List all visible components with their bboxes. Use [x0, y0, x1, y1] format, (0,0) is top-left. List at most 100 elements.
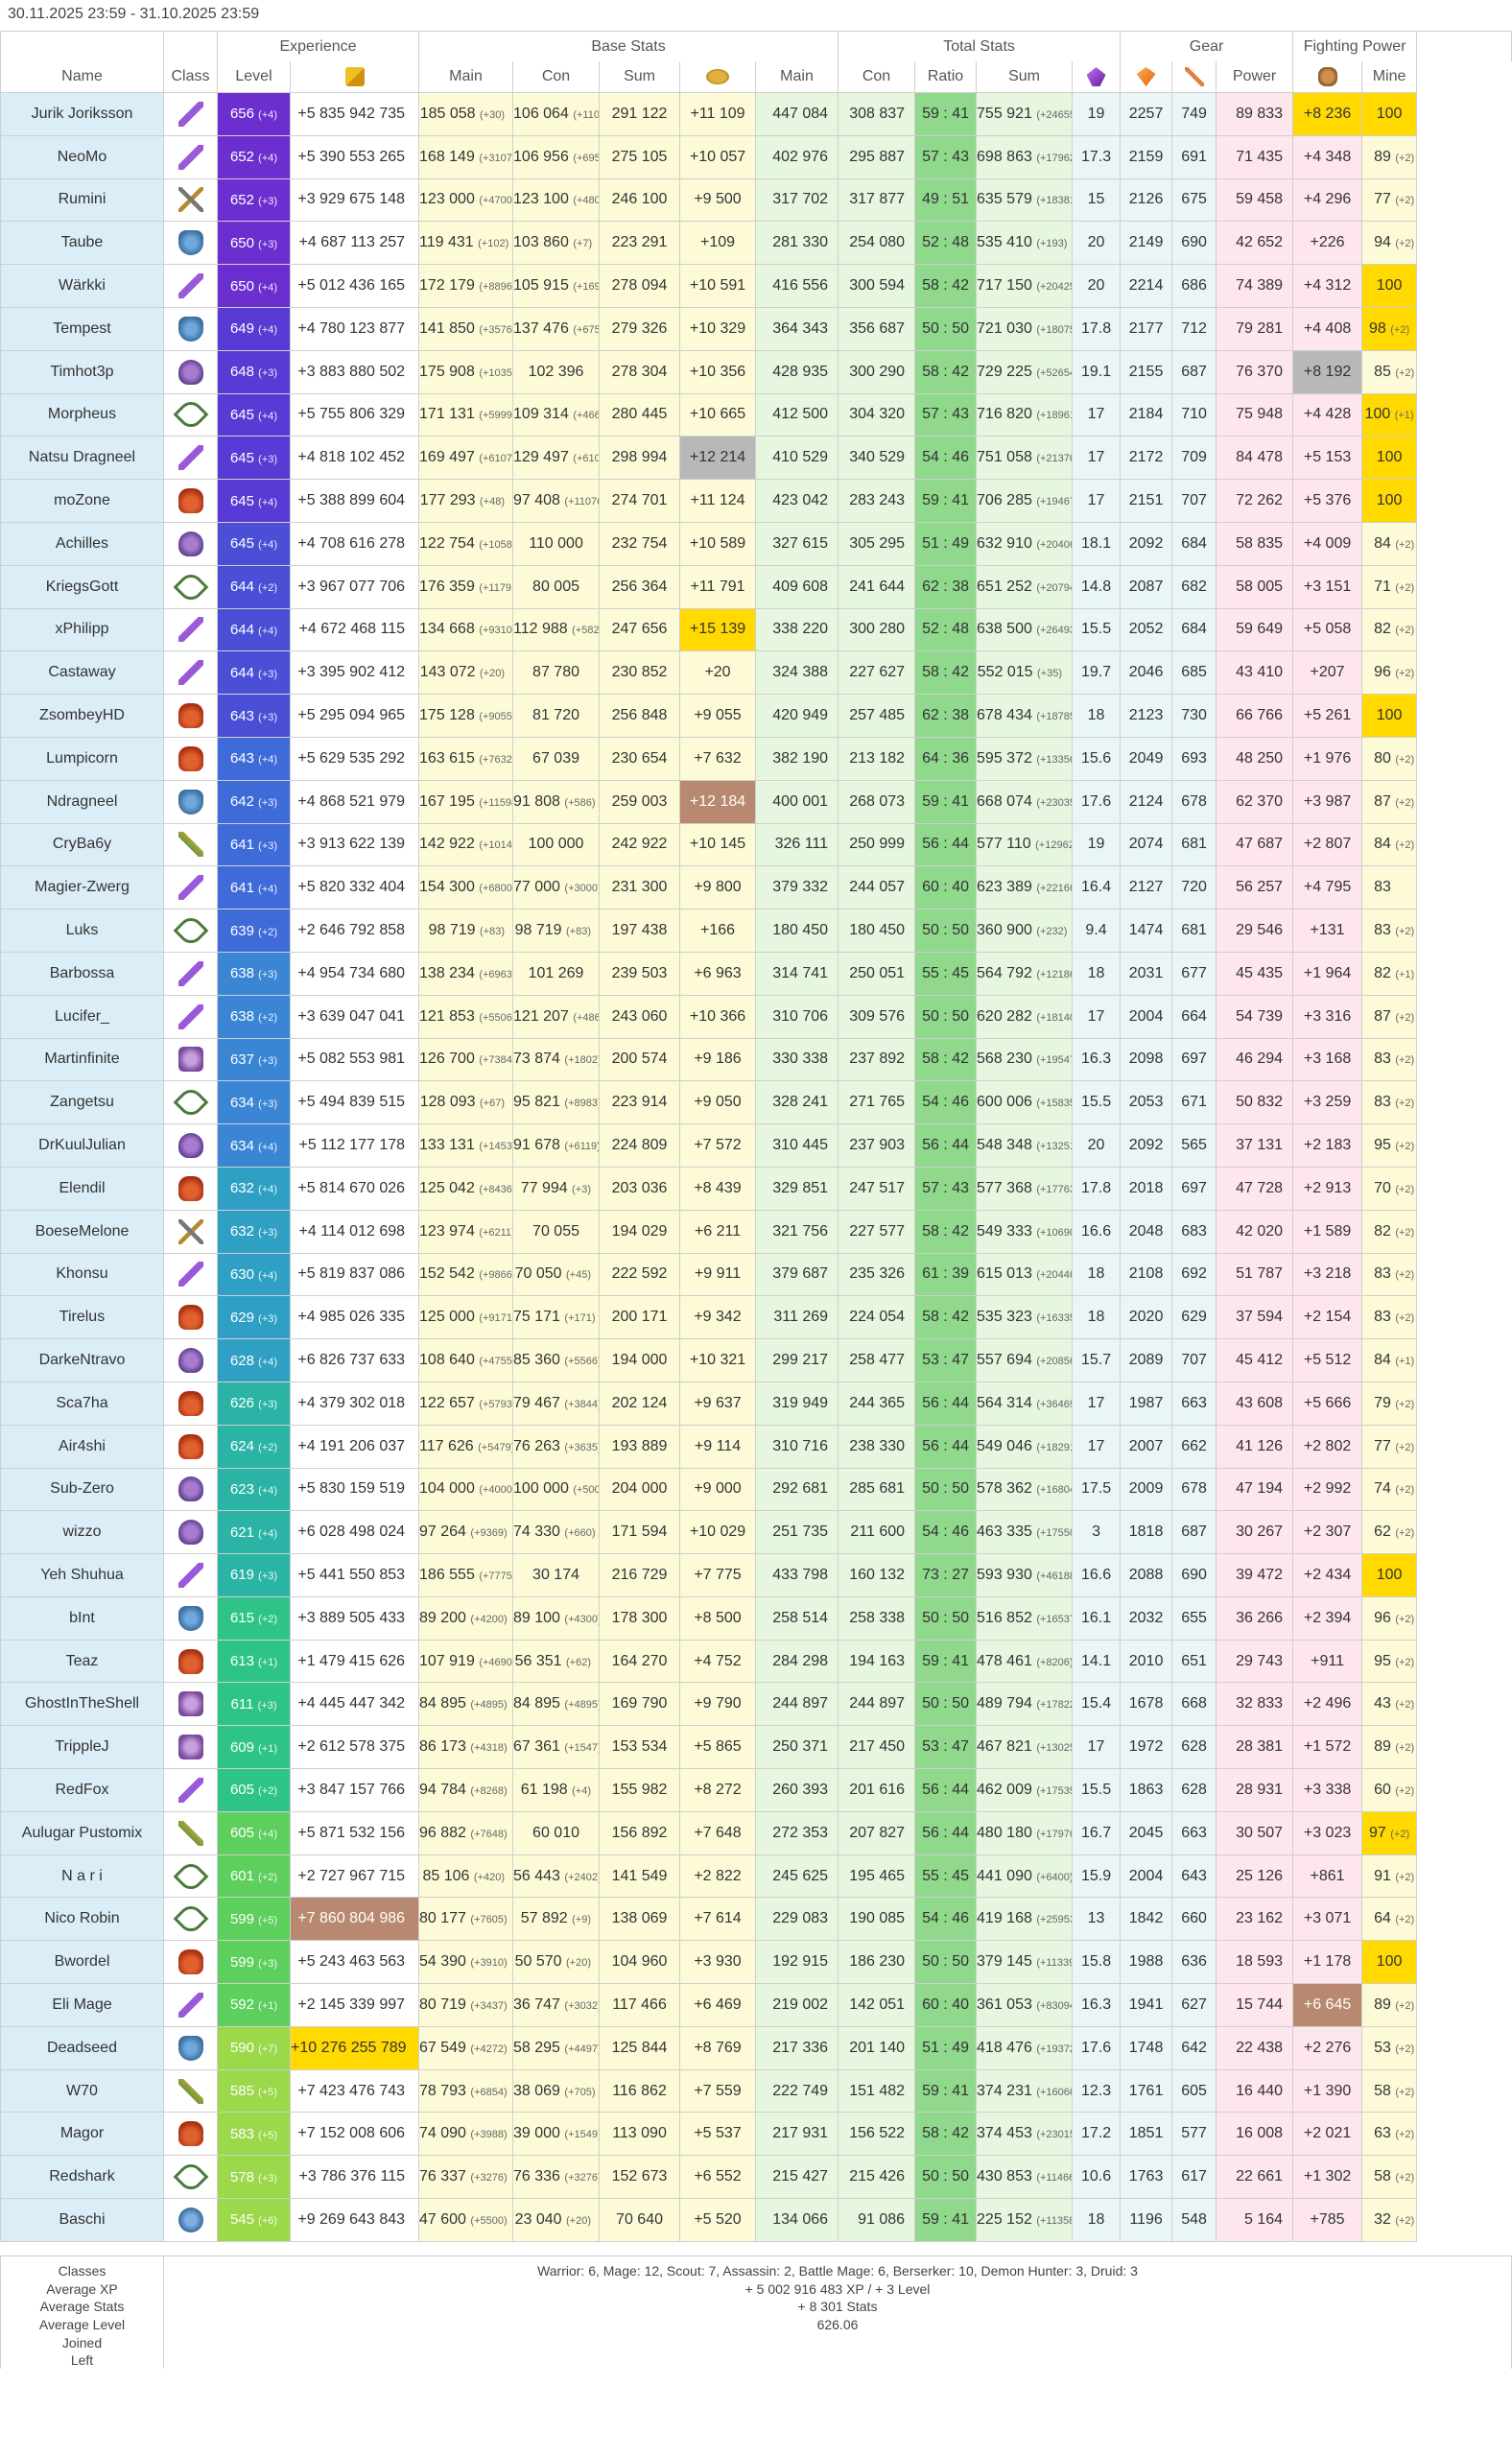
table-row[interactable]: Redshark 578 (+3) +3 786 376 115 76 337 (+3… — [0, 2155, 1512, 2200]
player-name[interactable]: Khonsu — [0, 1252, 164, 1297]
table-row[interactable]: Khonsu 630 (+4) +5 819 837 086 152 542 (+98… — [0, 1252, 1512, 1297]
player-name[interactable]: Tempest — [0, 306, 164, 351]
table-row[interactable]: moZone 645 (+4) +5 388 899 604 177 293 (+48… — [0, 479, 1512, 523]
table-row[interactable]: Tempest 649 (+4) +4 780 123 877 141 850 (+3… — [0, 306, 1512, 351]
table-row[interactable]: Elendil 632 (+4) +5 814 670 026 125 042 (+8… — [0, 1166, 1512, 1211]
table-row[interactable]: Zangetsu 634 (+3) +5 494 839 515 128 093 (+… — [0, 1080, 1512, 1125]
table-row[interactable]: Rumini 652 (+3) +3 929 675 148 123 000 (+47… — [0, 177, 1512, 223]
table-row[interactable]: NeoMo 652 (+4) +5 390 553 265 168 149 (+310… — [0, 134, 1512, 179]
col-level[interactable]: Level — [217, 61, 291, 93]
table-row[interactable]: Tirelus 629 (+3) +4 985 026 335 125 000 (+9… — [0, 1295, 1512, 1340]
table-row[interactable]: GhostInTheShell 611 (+3) +4 445 447 342 84 … — [0, 1682, 1512, 1727]
player-name[interactable]: Elendil — [0, 1166, 164, 1211]
player-name[interactable]: Castaway — [0, 650, 164, 696]
player-name[interactable]: CryBa6y — [0, 822, 164, 867]
player-name[interactable]: Luks — [0, 909, 164, 953]
col-base-sum[interactable]: Sum — [599, 61, 681, 93]
col-class[interactable]: Class — [163, 61, 218, 93]
player-name[interactable]: KriegsGott — [0, 564, 164, 609]
table-row[interactable]: DarkeNtravo 628 (+4) +6 826 737 633 108 640… — [0, 1338, 1512, 1382]
player-name[interactable]: xPhilipp — [0, 607, 164, 652]
table-row[interactable]: Eli Mage 592 (+1) +2 145 339 997 80 719 (+3… — [0, 1983, 1512, 2027]
table-row[interactable]: Morpheus 645 (+4) +5 755 806 329 171 131 (+… — [0, 392, 1512, 437]
table-row[interactable]: CryBa6y 641 (+3) +3 913 622 139 142 922 (+1… — [0, 822, 1512, 867]
player-name[interactable]: NeoMo — [0, 134, 164, 179]
table-row[interactable]: Lucifer_ 638 (+2) +3 639 047 041 121 853 (+… — [0, 994, 1512, 1039]
table-row[interactable]: Jurik Joriksson 656 (+4) +5 835 942 735 185… — [0, 92, 1512, 136]
player-name[interactable]: Natsu Dragneel — [0, 436, 164, 481]
player-name[interactable]: Bwordel — [0, 1940, 164, 1985]
col-name[interactable]: Name — [0, 61, 164, 93]
table-row[interactable]: Taube 650 (+3) +4 687 113 257 119 431 (+102… — [0, 221, 1512, 266]
table-row[interactable]: N a r i 601 (+2) +2 727 967 715 85 106 (+42… — [0, 1854, 1512, 1899]
table-row[interactable]: Achilles 645 (+4) +4 708 616 278 122 754 (+… — [0, 521, 1512, 566]
table-row[interactable]: Martinfinite 637 (+3) +5 082 553 981 126 70… — [0, 1037, 1512, 1082]
player-name[interactable]: Magor — [0, 2112, 164, 2157]
player-name[interactable]: moZone — [0, 479, 164, 523]
table-row[interactable]: Luks 639 (+2) +2 646 792 858 98 719 (+83) 98… — [0, 909, 1512, 953]
player-name[interactable]: BoeseMelone — [0, 1209, 164, 1254]
player-name[interactable]: Achilles — [0, 521, 164, 566]
player-name[interactable]: Timhot3p — [0, 349, 164, 394]
player-name[interactable]: N a r i — [0, 1854, 164, 1899]
col-base-main[interactable]: Main — [418, 61, 514, 93]
player-name[interactable]: Barbossa — [0, 951, 164, 996]
table-row[interactable]: TrippleJ 609 (+1) +2 612 578 375 86 173 (+4… — [0, 1725, 1512, 1770]
player-name[interactable]: DarkeNtravo — [0, 1338, 164, 1382]
table-row[interactable]: DrKuulJulian 634 (+4) +5 112 177 178 133 13… — [0, 1123, 1512, 1168]
player-name[interactable]: Martinfinite — [0, 1037, 164, 1082]
col-base-gold[interactable] — [679, 61, 757, 93]
table-row[interactable]: wizzo 621 (+4) +6 028 498 024 97 264 (+9369… — [0, 1510, 1512, 1555]
table-row[interactable]: Ndragneel 642 (+3) +4 868 521 979 167 195 (… — [0, 779, 1512, 824]
col-gear-1[interactable] — [1072, 61, 1122, 93]
player-name[interactable]: Lumpicorn — [0, 736, 164, 781]
table-row[interactable]: Magor 583 (+5) +7 152 008 606 74 090 (+3988… — [0, 2112, 1512, 2157]
table-row[interactable]: Deadseed 590 (+7) +10 276 255 789 67 549 (+… — [0, 2025, 1512, 2070]
table-row[interactable]: RedFox 605 (+2) +3 847 157 766 94 784 (+826… — [0, 1768, 1512, 1812]
table-row[interactable]: Sub-Zero 623 (+4) +5 830 159 519 104 000 (+… — [0, 1467, 1512, 1512]
player-name[interactable]: Air4shi — [0, 1424, 164, 1469]
player-name[interactable]: Taube — [0, 221, 164, 266]
player-name[interactable]: Zangetsu — [0, 1080, 164, 1125]
table-row[interactable]: Aulugar Pustomix 605 (+4) +5 871 532 156 96… — [0, 1810, 1512, 1855]
table-row[interactable]: Timhot3p 648 (+3) +3 883 880 502 175 908 (+… — [0, 349, 1512, 394]
table-row[interactable]: Lumpicorn 643 (+4) +5 629 535 292 163 615 (… — [0, 736, 1512, 781]
player-name[interactable]: Eli Mage — [0, 1983, 164, 2027]
player-name[interactable]: Magier-Zwerg — [0, 865, 164, 910]
col-base-con[interactable]: Con — [512, 61, 601, 93]
table-row[interactable]: Natsu Dragneel 645 (+3) +4 818 102 452 169 … — [0, 436, 1512, 481]
player-name[interactable]: Jurik Joriksson — [0, 92, 164, 136]
table-row[interactable]: W70 585 (+5) +7 423 476 743 78 793 (+6854) 3… — [0, 2068, 1512, 2114]
table-row[interactable]: bInt 615 (+2) +3 889 505 433 89 200 (+4200)… — [0, 1595, 1512, 1641]
player-name[interactable]: Morpheus — [0, 392, 164, 437]
table-row[interactable]: Nico Robin 599 (+5) +7 860 804 986 80 177 (… — [0, 1897, 1512, 1942]
col-total-sum[interactable]: Sum — [976, 61, 1074, 93]
player-name[interactable]: Baschi — [0, 2198, 164, 2242]
player-name[interactable]: wizzo — [0, 1510, 164, 1555]
player-name[interactable]: Aulugar Pustomix — [0, 1810, 164, 1855]
player-name[interactable]: Wärkki — [0, 264, 164, 308]
player-name[interactable]: Rumini — [0, 177, 164, 223]
table-row[interactable]: Baschi 545 (+6) +9 269 643 843 47 600 (+550… — [0, 2198, 1512, 2242]
player-name[interactable]: RedFox — [0, 1768, 164, 1812]
col-gear-3[interactable] — [1171, 61, 1217, 93]
col-power-change[interactable] — [1292, 61, 1363, 93]
table-row[interactable]: BoeseMelone 632 (+3) +4 114 012 698 123 974… — [0, 1209, 1512, 1254]
col-xp[interactable] — [289, 61, 420, 93]
table-row[interactable]: Magier-Zwerg 641 (+4) +5 820 332 404 154 30… — [0, 865, 1512, 910]
player-name[interactable]: GhostInTheShell — [0, 1682, 164, 1727]
table-row[interactable]: Bwordel 599 (+3) +5 243 463 563 54 390 (+39… — [0, 1940, 1512, 1985]
player-name[interactable]: Tirelus — [0, 1295, 164, 1340]
player-name[interactable]: W70 — [0, 2068, 164, 2114]
col-mine[interactable]: Mine — [1361, 61, 1418, 93]
player-name[interactable]: Sub-Zero — [0, 1467, 164, 1512]
col-total-main[interactable]: Main — [755, 61, 839, 93]
col-total-con[interactable]: Con — [838, 61, 916, 93]
player-name[interactable]: Yeh Shuhua — [0, 1553, 164, 1597]
table-row[interactable]: Castaway 644 (+3) +3 395 902 412 143 072 (+… — [0, 650, 1512, 696]
col-power[interactable]: Power — [1216, 61, 1294, 93]
table-row[interactable]: Teaz 613 (+1) +1 479 415 626 107 919 (+4690… — [0, 1639, 1512, 1684]
col-ratio[interactable]: Ratio — [914, 61, 978, 93]
player-name[interactable]: Nico Robin — [0, 1897, 164, 1942]
table-row[interactable]: Yeh Shuhua 619 (+3) +5 441 550 853 186 555 … — [0, 1553, 1512, 1597]
